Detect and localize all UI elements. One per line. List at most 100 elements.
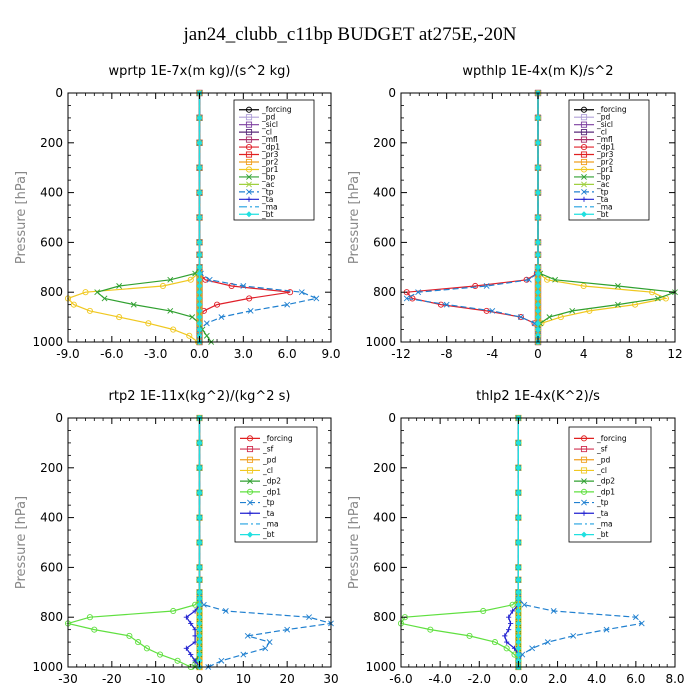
data-point xyxy=(502,633,508,639)
x-tick-label: 8.0 xyxy=(665,672,684,686)
legend-label: _mfl xyxy=(596,135,613,144)
data-point xyxy=(638,620,645,627)
data-point xyxy=(415,289,422,296)
data-point xyxy=(515,539,522,546)
data-point xyxy=(569,307,576,314)
data-point xyxy=(196,626,203,633)
data-point xyxy=(170,607,177,615)
legend: _forcing _sf_pd _cl _dp2_dp1 _tp _ta_ma _bt xyxy=(234,426,318,543)
legend-label: _dp2 xyxy=(596,477,615,486)
data-point xyxy=(515,489,522,496)
data-point xyxy=(196,614,203,621)
legend-marker xyxy=(581,499,587,506)
legend-marker xyxy=(580,166,588,173)
data-point xyxy=(515,589,522,596)
data-point xyxy=(515,626,522,633)
data-point xyxy=(483,283,490,289)
y-tick-label: 200 xyxy=(373,136,396,150)
data-point xyxy=(126,632,133,639)
data-point xyxy=(196,564,203,571)
y-tick-label: 1000 xyxy=(32,660,63,674)
x-tick-label: -10 xyxy=(146,672,166,686)
data-point xyxy=(196,289,203,296)
legend-label: _pd xyxy=(596,455,611,464)
series-line xyxy=(405,93,539,342)
legend-marker xyxy=(246,456,254,463)
legend-label: _ta xyxy=(262,509,274,518)
legend-marker xyxy=(247,478,253,485)
series-tp xyxy=(403,90,541,345)
data-point xyxy=(266,639,273,646)
chart-panel-3: rtp2 1E-11x(kg^2)/(kg^2 s) Pressure [hPa]… xyxy=(14,389,339,686)
x-tick-label: 0 xyxy=(534,347,542,361)
data-point xyxy=(196,189,203,196)
series-dp1 xyxy=(64,414,203,671)
x-tick-label: 3.0 xyxy=(234,347,253,361)
y-tick-label: 0 xyxy=(388,411,396,425)
data-point xyxy=(515,639,522,646)
data-point xyxy=(550,608,557,614)
data-point xyxy=(200,601,207,608)
data-point xyxy=(534,295,542,302)
legend-marker xyxy=(245,166,253,173)
legend-marker xyxy=(246,188,252,195)
data-point xyxy=(196,301,203,308)
data-point xyxy=(472,282,479,290)
legend-label: _sf xyxy=(262,445,274,454)
x-tick-label: 8 xyxy=(626,347,634,361)
legend-marker xyxy=(580,456,588,463)
series-line xyxy=(404,93,539,342)
data-point xyxy=(313,295,320,302)
data-point xyxy=(521,601,528,608)
data-point xyxy=(188,651,194,658)
data-point xyxy=(240,651,247,658)
x-tick-label: -30 xyxy=(58,672,78,686)
data-point xyxy=(508,620,514,627)
panel-title: wprtp 1E-7x(m kg)/(s^2 kg) xyxy=(109,64,291,79)
data-point xyxy=(531,320,538,327)
legend-marker xyxy=(580,129,588,136)
data-point xyxy=(534,320,542,327)
data-point xyxy=(534,307,542,314)
x-tick-label: 2.0 xyxy=(548,672,567,686)
x-tick-label: -3.0 xyxy=(144,347,167,361)
legend-marker xyxy=(580,106,588,113)
legend-marker xyxy=(581,174,587,180)
data-point xyxy=(515,614,522,621)
data-point xyxy=(506,627,512,633)
legend-label: _pr1 xyxy=(596,165,614,174)
data-point xyxy=(491,639,498,646)
legend-label: _forcing xyxy=(262,434,293,443)
data-point xyxy=(427,626,434,633)
data-point xyxy=(196,651,203,658)
data-point xyxy=(91,626,98,633)
legend-label: _dp1 xyxy=(261,143,280,152)
panel-title: thlp2 1E-4x(K^2)/s xyxy=(476,389,600,404)
legend-marker xyxy=(580,121,588,128)
y-tick-label: 0 xyxy=(55,86,63,100)
legend-label: _cl xyxy=(262,466,273,475)
data-point xyxy=(614,283,621,289)
legend-label: _tp xyxy=(262,498,275,507)
data-point xyxy=(218,657,225,664)
data-point xyxy=(196,276,203,283)
data-point xyxy=(517,314,524,321)
y-axis-label: Pressure [hPa] xyxy=(14,171,29,264)
series-line xyxy=(95,93,212,343)
legend-marker xyxy=(245,144,253,151)
legend-label: _forcing xyxy=(596,105,627,114)
data-point xyxy=(196,307,203,314)
data-point xyxy=(515,439,522,446)
data-point xyxy=(580,282,587,290)
data-point xyxy=(534,276,542,283)
legend-marker xyxy=(580,467,588,474)
data-point xyxy=(86,307,93,314)
data-point xyxy=(515,514,522,521)
data-point xyxy=(509,608,516,614)
legend-label: _ta xyxy=(596,195,608,204)
data-point xyxy=(284,301,291,308)
data-point xyxy=(240,283,247,289)
data-point xyxy=(101,295,108,302)
x-tick-label: 4.0 xyxy=(587,672,606,686)
series-bt xyxy=(534,89,542,346)
